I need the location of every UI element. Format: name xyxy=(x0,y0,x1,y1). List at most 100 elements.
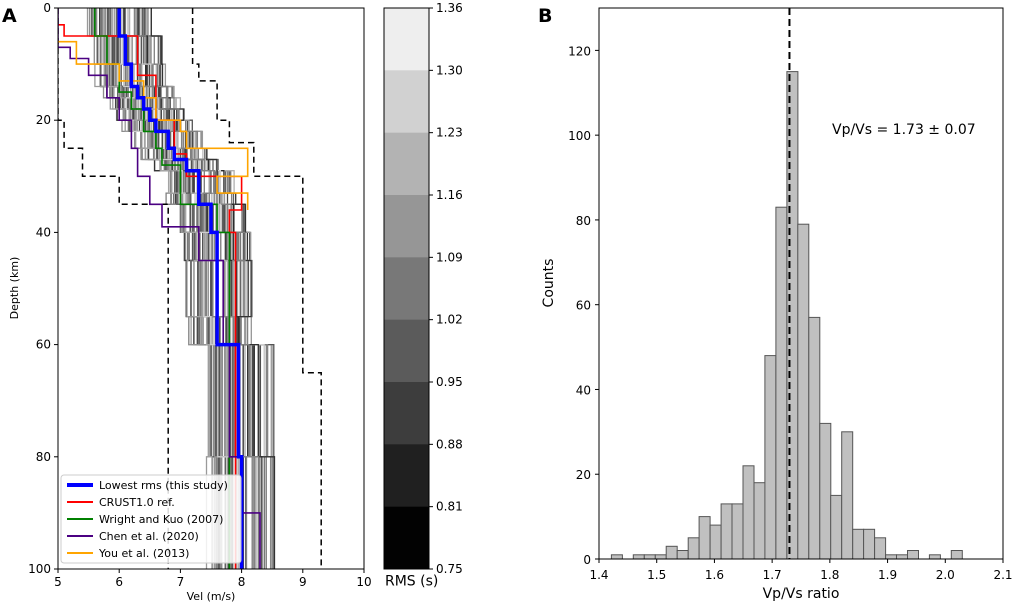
histogram-bar xyxy=(808,316,821,560)
x-tick-label: 1.4 xyxy=(589,568,608,582)
histogram-bar xyxy=(731,503,744,560)
colorbar-segment xyxy=(384,506,429,570)
y-tick-label: 60 xyxy=(36,338,51,352)
legend-label-crust: CRUST1.0 ref. xyxy=(99,496,175,509)
histogram-bar xyxy=(775,206,788,560)
vpvs-annotation: Vp/Vs = 1.73 ± 0.07 xyxy=(832,122,976,138)
y-tick-label: 40 xyxy=(36,225,51,239)
panel-b-frame xyxy=(598,7,1004,560)
histogram-bar xyxy=(742,465,755,560)
panel-a-label: A xyxy=(2,5,17,27)
panel-a-x-axis-label: Vel (m/s) xyxy=(187,590,236,603)
y-tick-label: 100 xyxy=(28,562,51,576)
histogram-bar xyxy=(907,550,919,560)
histogram-bar xyxy=(709,524,722,560)
colorbar-frame xyxy=(383,7,430,570)
colorbar-tick-label: 1.23 xyxy=(436,126,463,140)
histogram-bar xyxy=(797,223,810,560)
profile-line-chen xyxy=(58,8,261,569)
histogram-bar xyxy=(950,550,963,560)
velocity-profiles xyxy=(58,8,261,569)
ensemble-model-line xyxy=(92,8,213,569)
histogram-bars xyxy=(610,71,963,560)
histogram-bar xyxy=(632,554,645,560)
colorbar-tick-label: 0.88 xyxy=(436,437,463,451)
colorbar-segment xyxy=(384,8,429,71)
histogram-bar xyxy=(676,550,689,560)
y-tick-label: 80 xyxy=(576,214,591,228)
histogram-bar xyxy=(896,554,908,560)
legend: Lowest rms (this study) CRUST1.0 ref. Wrig… xyxy=(60,474,242,564)
x-tick-label: 1.6 xyxy=(705,568,724,582)
colorbar-tick-label: 0.95 xyxy=(436,375,463,389)
panel-a-x-axis: 5 6 7 8 9 10 xyxy=(54,569,372,589)
histogram-bar xyxy=(698,516,711,560)
y-tick-label: 20 xyxy=(36,113,51,127)
y-tick-label: 0 xyxy=(43,1,51,15)
colorbar-segment xyxy=(384,70,429,134)
legend-label-wright: Wright and Kuo (2007) xyxy=(99,513,223,526)
colorbar-tick-label: 0.75 xyxy=(436,562,463,576)
velocity-bounds xyxy=(58,8,322,569)
y-tick-label: 0 xyxy=(583,553,591,567)
x-tick-label: 1.8 xyxy=(820,568,839,582)
colorbar-label: RMS (s) xyxy=(385,574,438,590)
y-tick-label: 40 xyxy=(576,383,591,397)
panel-b-y-axis-label: Counts xyxy=(541,259,557,308)
colorbar-segment xyxy=(384,195,429,258)
vpvs-histogram-panel: 1.4 1.5 1.6 1.7 1.8 1.9 2.0 2.1 0 20 40 60 80 100 120… xyxy=(541,7,1013,602)
histogram-bar xyxy=(928,554,941,560)
x-tick-label: 1.9 xyxy=(878,568,897,582)
colorbar-tick-label: 1.30 xyxy=(436,63,463,77)
panel-b-x-axis-label: Vp/Vs ratio xyxy=(763,586,840,602)
colorbar-segment xyxy=(384,444,429,508)
profile-line-you xyxy=(58,40,249,210)
colorbar-tick-label: 1.09 xyxy=(436,250,463,264)
colorbar-tick-label: 1.02 xyxy=(436,313,463,327)
colorbar-segment xyxy=(384,319,429,383)
histogram-bar xyxy=(863,528,876,560)
y-tick-label: 60 xyxy=(576,299,591,313)
x-tick-label: 1.7 xyxy=(763,568,782,582)
rms-colorbar: 1.36 1.30 1.23 1.16 1.09 1.02 0.95 0.88 0.81 0.75… xyxy=(383,1,463,590)
y-tick-label: 80 xyxy=(36,450,51,464)
legend-label-you: You et al. (2013) xyxy=(98,547,189,560)
panel-b-label: B xyxy=(538,5,552,27)
legend-label-lowest: Lowest rms (this study) xyxy=(99,479,228,492)
histogram-bar xyxy=(665,545,678,560)
panel-a-frame xyxy=(57,7,365,570)
histogram-bar xyxy=(610,554,623,560)
colorbar-segment xyxy=(384,132,429,196)
x-tick-label: 7 xyxy=(177,575,185,589)
colorbar-segment xyxy=(384,382,429,445)
colorbar-tick-label: 1.36 xyxy=(436,1,463,15)
panel-a-y-axis-label: Depth (km) xyxy=(8,257,21,320)
x-tick-label: 9 xyxy=(299,575,307,589)
x-tick-label: 1.5 xyxy=(647,568,666,582)
x-tick-label: 5 xyxy=(54,575,62,589)
y-tick-label: 20 xyxy=(576,468,591,482)
x-tick-label: 6 xyxy=(115,575,123,589)
histogram-bar xyxy=(874,537,887,560)
y-tick-label: 100 xyxy=(568,129,591,143)
histogram-bar xyxy=(852,528,865,560)
x-tick-label: 2.1 xyxy=(993,568,1012,582)
histogram-bar xyxy=(654,554,667,560)
panel-a-y-axis: 0 20 40 60 80 100 xyxy=(28,1,58,576)
histogram-bar xyxy=(819,422,832,560)
legend-box xyxy=(60,474,242,564)
panel-b-y-axis: 0 20 40 60 80 100 120 xyxy=(568,44,599,567)
colorbar-tick-label: 1.16 xyxy=(436,188,463,202)
histogram-bar xyxy=(643,554,656,560)
velocity-depth-panel: 5 6 7 8 9 10 0 20 40 60 80 100 Vel (m/s) Depth (km… xyxy=(8,1,372,603)
panel-b-x-axis: 1.4 1.5 1.6 1.7 1.8 1.9 2.0 2.1 xyxy=(589,559,1013,582)
profile-line-lowest xyxy=(117,8,244,569)
histogram-bar xyxy=(687,537,700,560)
y-tick-label: 120 xyxy=(568,44,591,58)
histogram-bar xyxy=(753,482,766,560)
colorbar-tick-label: 0.81 xyxy=(436,500,463,514)
histogram-bar xyxy=(764,355,777,560)
legend-label-chen: Chen et al. (2020) xyxy=(99,530,199,543)
upper-bound-line xyxy=(191,8,322,569)
